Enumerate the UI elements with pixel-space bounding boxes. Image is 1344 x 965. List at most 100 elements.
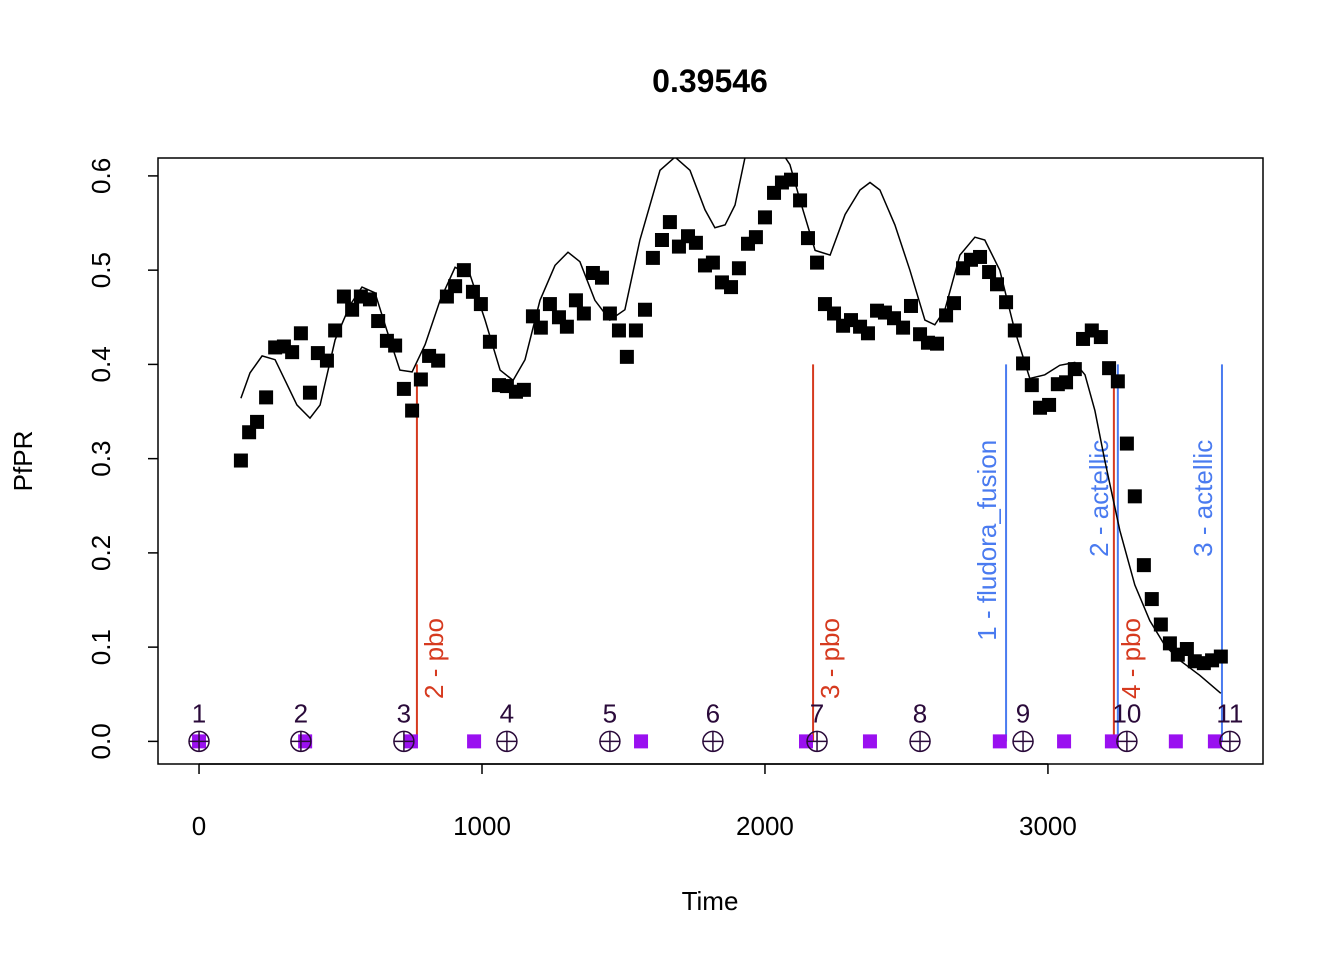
observed-point: [1127, 489, 1142, 504]
observed-point: [482, 334, 497, 349]
survey-label: 5: [603, 698, 617, 728]
observed-point: [784, 172, 799, 187]
observed-point: [1007, 323, 1022, 338]
observed-point: [285, 345, 300, 360]
observed-point: [293, 326, 308, 341]
observed-point: [800, 231, 815, 246]
observed-point: [559, 319, 574, 334]
observed-point: [362, 292, 377, 307]
round-marker: [1207, 734, 1222, 749]
observed-point: [662, 215, 677, 230]
observed-point: [724, 280, 739, 295]
observed-point: [473, 297, 488, 312]
round-marker: [862, 734, 877, 749]
observed-point: [930, 336, 945, 351]
observed-point: [1024, 378, 1039, 393]
intervention-label: 2 - actellic: [1084, 440, 1114, 557]
observed-point: [516, 382, 531, 397]
observed-point: [1059, 375, 1074, 390]
observed-point: [396, 381, 411, 396]
observed-point: [793, 193, 808, 208]
observed-point: [1110, 374, 1125, 389]
observed-point: [542, 297, 557, 312]
intervention-label: 1 - fludora_fusion: [972, 440, 1002, 641]
round-marker: [1168, 734, 1183, 749]
survey-marker: [1116, 730, 1138, 753]
observed-point: [1153, 617, 1168, 632]
y-tick-label: 0.6: [86, 158, 116, 194]
observed-point: [654, 232, 669, 247]
observed-point: [990, 277, 1005, 292]
round-marker: [467, 734, 482, 749]
survey-marker: [599, 730, 621, 753]
survey-label: 2: [294, 698, 308, 728]
fitted-line: [240, 158, 1222, 694]
observed-point: [1179, 642, 1194, 657]
y-axis-label: PfPR: [8, 431, 38, 492]
survey-marker: [290, 730, 312, 753]
observed-point: [973, 249, 988, 264]
y-tick-label: 0.0: [86, 723, 116, 759]
round-marker: [634, 734, 649, 749]
intervention-label: 2 - pbo: [419, 618, 449, 699]
observed-point: [233, 453, 248, 468]
observed-point: [602, 306, 617, 321]
observed-point: [1144, 592, 1159, 607]
observed-point: [576, 306, 591, 321]
survey-label: 7: [810, 698, 824, 728]
round-marker: [1057, 734, 1072, 749]
observed-point: [525, 309, 540, 324]
survey-marker: [188, 730, 210, 753]
survey-label: 1: [192, 698, 206, 728]
observed-point: [939, 308, 954, 323]
observed-point: [319, 353, 334, 368]
observed-point: [619, 349, 634, 364]
observed-point: [336, 289, 351, 304]
y-tick-label: 0.5: [86, 252, 116, 288]
round-marker: [1104, 734, 1119, 749]
observed-point: [302, 385, 317, 400]
observed-point: [1162, 636, 1177, 651]
observed-point: [628, 323, 643, 338]
y-tick-label: 0.3: [86, 441, 116, 477]
y-tick-label: 0.1: [86, 629, 116, 665]
survey-label: 6: [706, 698, 720, 728]
survey-marker: [1012, 730, 1034, 753]
observed-point: [533, 320, 548, 335]
observed-point: [1067, 362, 1082, 377]
observed-point: [413, 372, 428, 387]
x-tick-label: 1000: [453, 811, 511, 841]
x-tick-label: 3000: [1019, 811, 1077, 841]
observed-point: [1213, 649, 1228, 664]
observed-point: [611, 323, 626, 338]
observed-point: [465, 284, 480, 299]
survey-marker: [496, 730, 518, 753]
observed-point: [1119, 436, 1134, 451]
y-tick-label: 0.4: [86, 346, 116, 382]
observed-point: [903, 298, 918, 313]
observed-point: [827, 306, 842, 321]
survey-label: 4: [500, 698, 514, 728]
observed-point: [999, 295, 1014, 310]
observed-point: [1016, 356, 1031, 371]
survey-label: 9: [1016, 698, 1030, 728]
survey-marker: [909, 730, 931, 753]
observed-point: [431, 353, 446, 368]
observed-point: [1093, 330, 1108, 345]
observed-point: [371, 314, 386, 329]
observed-point: [456, 263, 471, 278]
observed-point: [982, 265, 997, 280]
survey-label: 3: [397, 698, 411, 728]
intervention-label: 3 - actellic: [1188, 440, 1218, 557]
observed-point: [388, 338, 403, 353]
x-axis-label: Time: [682, 886, 739, 916]
observed-point: [259, 390, 274, 405]
observed-point: [448, 279, 463, 294]
observed-point: [405, 403, 420, 418]
observed-point: [896, 320, 911, 335]
survey-label: 10: [1112, 698, 1141, 728]
observed-point: [731, 261, 746, 276]
survey-marker: [1219, 730, 1241, 753]
round-marker: [799, 734, 814, 749]
